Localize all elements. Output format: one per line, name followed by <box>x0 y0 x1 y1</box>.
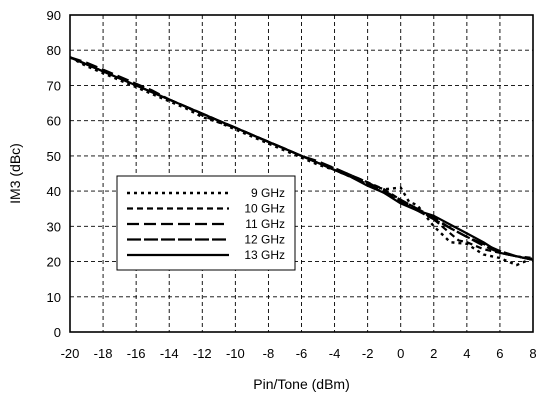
legend-label-12-ghz: 12 GHz <box>244 233 285 247</box>
y-tick-label: 0 <box>54 325 61 340</box>
y-tick-label: 50 <box>47 149 61 164</box>
x-tick-label: 8 <box>529 346 536 361</box>
series-line-9-ghz <box>69 56 534 267</box>
x-tick-label: 4 <box>463 346 470 361</box>
x-tick-label: -12 <box>193 346 212 361</box>
y-tick-label: 20 <box>47 255 61 270</box>
x-tick-label: 0 <box>397 346 404 361</box>
y-tick-label: 30 <box>47 219 61 234</box>
tick-labels: -20 -18 -16 -14 -12 -10 -8 -6 -4 -2 0 2 4 6 8010203040… <box>47 8 537 361</box>
legend-label-9-ghz: 9 GHz <box>251 186 285 200</box>
x-tick-label: -6 <box>296 346 308 361</box>
x-tick-label: 6 <box>496 346 503 361</box>
series-line-13-ghz <box>69 56 534 261</box>
legend-label-10-ghz: 10 GHz <box>244 202 285 216</box>
y-tick-label: 40 <box>47 184 61 199</box>
x-tick-label: -2 <box>362 346 374 361</box>
x-tick-label: -16 <box>127 346 146 361</box>
legend-label-11-ghz: 11 GHz <box>245 217 285 231</box>
x-axis-label: Pin/Tone (dBm) <box>253 376 349 392</box>
x-tick-label: -8 <box>263 346 275 361</box>
y-tick-label: 80 <box>47 43 61 58</box>
x-tick-label: 2 <box>430 346 437 361</box>
plot-frame <box>69 14 534 333</box>
x-tick-label: -18 <box>94 346 113 361</box>
y-tick-label: 70 <box>47 78 61 93</box>
x-tick-label: -10 <box>226 346 245 361</box>
y-tick-label: 60 <box>47 114 61 129</box>
series-layer <box>69 56 534 267</box>
x-tick-label: -20 <box>61 346 80 361</box>
legend-label-13-ghz: 13 GHz <box>244 248 285 262</box>
y-tick-label: 90 <box>47 8 61 23</box>
y-tick-label: 10 <box>47 290 61 305</box>
y-axis-label: IM3 (dBc) <box>7 143 23 204</box>
x-tick-label: -14 <box>160 346 179 361</box>
grid <box>70 15 533 332</box>
x-tick-label: -4 <box>329 346 341 361</box>
